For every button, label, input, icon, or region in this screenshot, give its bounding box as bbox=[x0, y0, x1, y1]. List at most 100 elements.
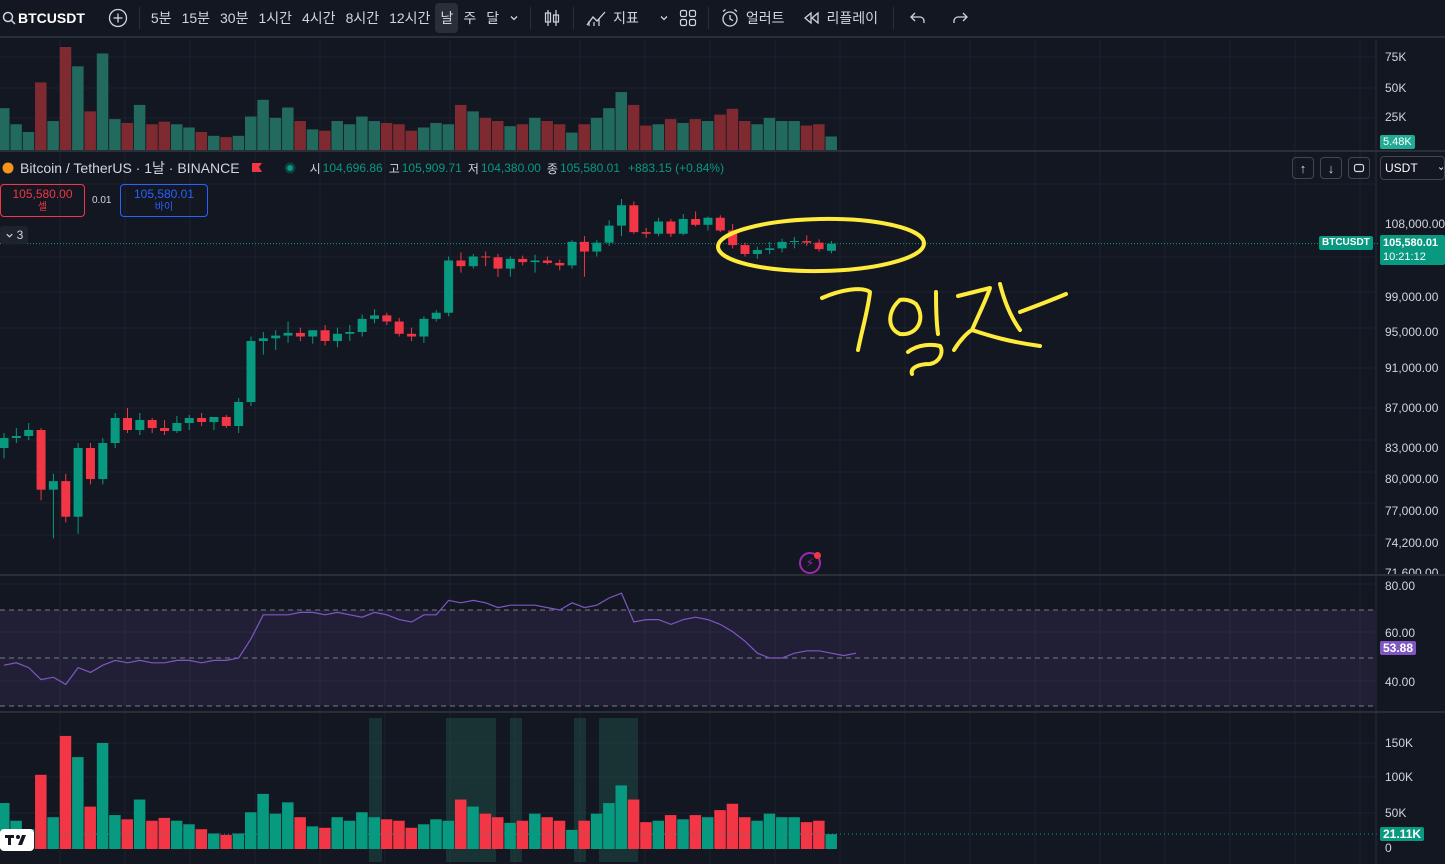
volume-bar bbox=[368, 817, 380, 849]
annotation-circle bbox=[716, 216, 926, 274]
annotation-text: 7일차 bbox=[1380, 40, 1419, 44]
volume-bar bbox=[479, 813, 492, 849]
spread-value: 0.01 bbox=[92, 195, 112, 206]
volume-bar-top bbox=[739, 121, 751, 150]
chart-canvas[interactable]: 7일차 bbox=[0, 40, 1445, 864]
toolbar-divider bbox=[893, 7, 895, 29]
move-pane-up-button[interactable]: ↑ bbox=[1292, 157, 1314, 179]
volume-bar-top bbox=[442, 124, 455, 150]
volume-bar bbox=[615, 785, 627, 849]
candle-body bbox=[456, 260, 466, 267]
interval-4h[interactable]: 4시간 bbox=[302, 10, 336, 26]
volume-bar-top bbox=[306, 129, 319, 150]
candle-body bbox=[172, 423, 182, 431]
volume-bar bbox=[158, 817, 171, 849]
volume-bar bbox=[220, 834, 232, 849]
volume-bar bbox=[714, 810, 726, 849]
candle-body bbox=[61, 481, 71, 517]
candle-body bbox=[481, 256, 491, 258]
currency-select[interactable]: USDT bbox=[1380, 156, 1445, 180]
symbol-search-button[interactable]: BTCUSDT bbox=[0, 3, 90, 33]
top-volume-axis-label: 50K bbox=[1385, 81, 1407, 95]
indicators-button[interactable]: 지표 bbox=[580, 3, 644, 33]
price-axis-label: 83,000.00 bbox=[1385, 441, 1439, 455]
candle-body bbox=[505, 258, 515, 269]
volume-bar bbox=[603, 803, 615, 849]
candle-body bbox=[542, 260, 552, 263]
rewind-icon bbox=[803, 11, 819, 25]
candle-body bbox=[703, 217, 713, 225]
redo-button[interactable] bbox=[946, 3, 974, 33]
candle-body bbox=[666, 221, 676, 234]
candle-body bbox=[629, 205, 639, 233]
volume-bar bbox=[170, 820, 183, 849]
volume-bar bbox=[751, 820, 763, 849]
interval-dropdown[interactable] bbox=[504, 3, 524, 33]
price-axis-label: 74,200.00 bbox=[1385, 536, 1439, 550]
candle-body bbox=[765, 248, 775, 250]
candle-body bbox=[36, 430, 46, 490]
interval-week[interactable]: 주 bbox=[463, 10, 477, 26]
maximize-pane-button[interactable] bbox=[1348, 157, 1370, 179]
candle-body bbox=[123, 418, 132, 430]
change-value: +883.15 (+0.84%) bbox=[628, 161, 725, 175]
volume-bar-top bbox=[529, 117, 541, 150]
interval-day[interactable]: 날 bbox=[435, 3, 459, 33]
indicators-collapse-button[interactable]: 3 bbox=[0, 226, 28, 244]
bottom-volume-axis-label: 100K bbox=[1385, 770, 1414, 784]
lightning-icon: ⚡ bbox=[805, 556, 815, 570]
candle-body bbox=[234, 402, 244, 426]
close-value: 105,580.01 bbox=[559, 161, 621, 175]
compare-button[interactable] bbox=[103, 3, 133, 33]
candle-body bbox=[715, 217, 725, 231]
toolbar-divider bbox=[707, 7, 709, 29]
move-pane-down-button[interactable]: ↓ bbox=[1320, 157, 1342, 179]
layouts-button[interactable] bbox=[674, 3, 702, 33]
candle-body bbox=[814, 242, 824, 250]
low-label: 저 bbox=[467, 161, 479, 176]
candle-body bbox=[444, 260, 454, 313]
interval-30m[interactable]: 30분 bbox=[220, 10, 249, 26]
candle-body bbox=[431, 312, 441, 319]
price-axis-label: 77,000.00 bbox=[1385, 504, 1439, 518]
indicators-dropdown[interactable] bbox=[654, 3, 674, 33]
annotation-stroke bbox=[1018, 292, 1068, 314]
candle-body bbox=[110, 418, 120, 443]
open-value: 104,696.86 bbox=[322, 161, 383, 175]
candle-body bbox=[147, 420, 157, 428]
volume-bar bbox=[652, 820, 665, 849]
low-value: 104,380.00 bbox=[480, 161, 541, 175]
volume-bar-top bbox=[763, 117, 776, 150]
interval-1h[interactable]: 1시간 bbox=[258, 10, 293, 26]
volume-bar bbox=[590, 813, 603, 849]
undo-button[interactable] bbox=[904, 3, 932, 33]
rsi-value-badge: 53.88 bbox=[1380, 641, 1417, 655]
replay-button[interactable]: 리플레이 bbox=[798, 3, 884, 33]
volume-bar bbox=[504, 822, 516, 849]
flash-alert-icon[interactable]: ⚡ bbox=[799, 552, 821, 574]
indicators-label: 지표 bbox=[613, 10, 639, 26]
volume-bar-top bbox=[331, 121, 343, 150]
sell-label: 셀 bbox=[37, 201, 48, 213]
volume-bar bbox=[121, 819, 133, 849]
volume-bar-top bbox=[652, 124, 665, 150]
sell-button[interactable]: 105,580.00 셀 bbox=[0, 184, 85, 217]
buy-button[interactable]: 105,580.01 바이 bbox=[120, 184, 208, 217]
interval-5m[interactable]: 5분 bbox=[150, 10, 172, 26]
interval-month[interactable]: 달 bbox=[486, 10, 500, 26]
interval-15m[interactable]: 15분 bbox=[181, 10, 211, 26]
chart-type-button[interactable] bbox=[537, 3, 567, 33]
bottom-volume-axis-label: 0 bbox=[1385, 841, 1392, 855]
alert-button[interactable]: 얼러트 bbox=[715, 3, 790, 33]
chevron-down-icon bbox=[1438, 166, 1444, 170]
interval-12h[interactable]: 12시간 bbox=[389, 10, 431, 26]
volume-bar-top bbox=[72, 66, 84, 150]
tradingview-logo[interactable] bbox=[0, 829, 34, 851]
volume-bar-top bbox=[356, 116, 368, 150]
interval-8h[interactable]: 8시간 bbox=[345, 10, 380, 26]
candle-body bbox=[802, 241, 812, 243]
candle-body bbox=[555, 262, 565, 266]
annotation-stroke bbox=[934, 290, 940, 336]
bottom-volume-bars bbox=[0, 718, 1380, 862]
volume-bar-top bbox=[788, 121, 800, 150]
